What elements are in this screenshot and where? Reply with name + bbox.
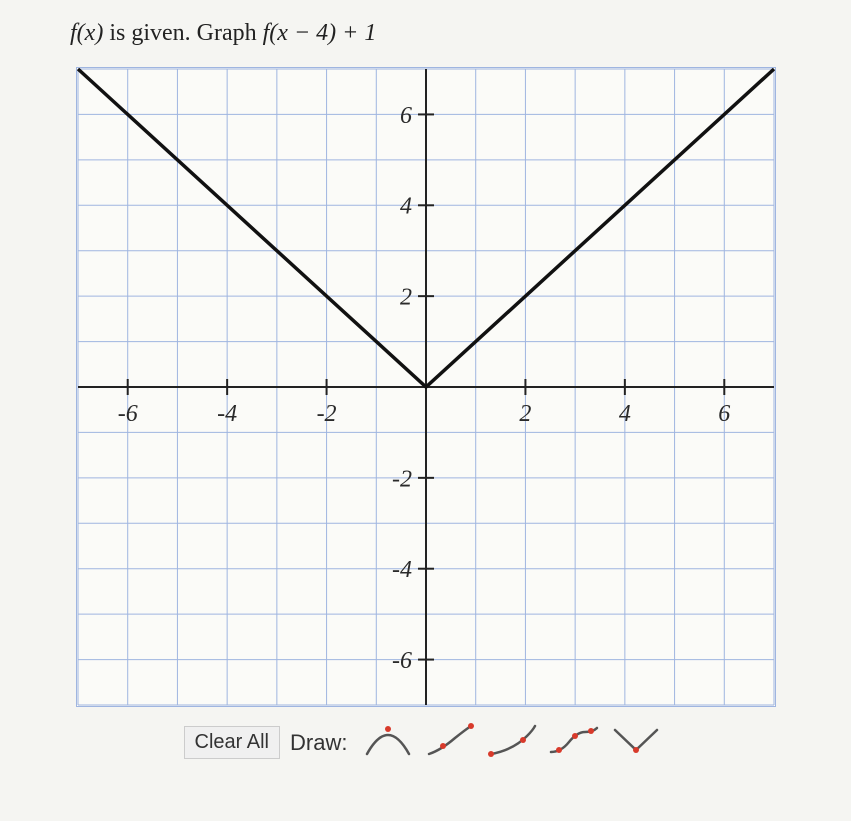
prompt-mid: is given. Graph [103, 20, 262, 46]
svg-text:6: 6 [400, 103, 412, 129]
shape-tool-curve-up-left[interactable] [419, 719, 481, 761]
shape-tool-s-curve[interactable] [543, 719, 605, 761]
svg-text:2: 2 [400, 285, 412, 311]
svg-text:-6: -6 [117, 401, 137, 427]
question-prompt: f(x) is given. Graph f(x − 4) + 1 [20, 20, 831, 47]
svg-text:-4: -4 [217, 401, 237, 427]
shape-tool-v-shape[interactable] [605, 719, 667, 761]
toolbar: Clear All Draw: [20, 719, 831, 766]
svg-text:4: 4 [400, 194, 412, 220]
shape-tool-inverted-parabola[interactable] [357, 719, 419, 761]
prompt-fx: f(x) [70, 20, 103, 46]
svg-text:6: 6 [718, 401, 730, 427]
coordinate-chart[interactable]: -6 -4 -2 2 4 6 -6 -4 -2 2 4 6 [76, 67, 776, 707]
svg-text:-6: -6 [392, 648, 412, 674]
svg-text:-2: -2 [392, 466, 412, 492]
svg-text:-4: -4 [392, 557, 412, 583]
chart-container: -6 -4 -2 2 4 6 -6 -4 -2 2 4 6 [20, 67, 831, 707]
shape-tool-curve-up-right[interactable] [481, 719, 543, 761]
prompt-transform: f(x − 4) + 1 [263, 20, 377, 46]
clear-all-button[interactable]: Clear All [184, 726, 280, 759]
svg-text:-2: -2 [316, 401, 336, 427]
svg-text:2: 2 [519, 401, 531, 427]
svg-text:4: 4 [618, 401, 630, 427]
draw-label: Draw: [290, 730, 347, 756]
